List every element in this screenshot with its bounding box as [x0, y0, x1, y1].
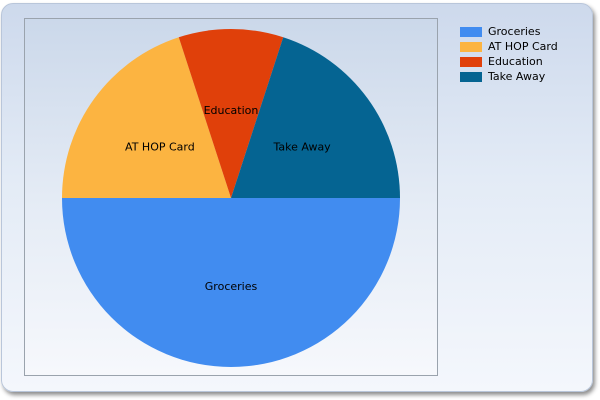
pie-slice-groceries [62, 198, 400, 367]
legend-item-education: Education [460, 54, 558, 69]
pie-slice-education [178, 29, 284, 199]
pie-slices [62, 29, 400, 367]
legend-item-groceries: Groceries [460, 24, 558, 39]
legend-label-groceries: Groceries [488, 25, 541, 38]
legend-item-at-hop-card: AT HOP Card [460, 39, 558, 54]
pie-slice-take-away [231, 37, 400, 198]
legend-swatch-education [460, 56, 482, 67]
pie-label-at-hop-card: AT HOP Card [125, 140, 195, 153]
legend-item-take-away: Take Away [460, 69, 558, 84]
legend-label-education: Education [488, 55, 543, 68]
legend-swatch-groceries [460, 26, 482, 37]
legend-swatch-take-away [460, 71, 482, 82]
pie-label-groceries: Groceries [205, 280, 258, 293]
legend-swatch-at-hop-card [460, 41, 482, 52]
legend: Groceries AT HOP Card Education Take Awa… [460, 24, 558, 84]
pie-label-education: Education [204, 104, 259, 117]
pie-label-take-away: Take Away [272, 140, 331, 153]
pie-slice-at-hop-card [62, 37, 231, 198]
pie-labels: Groceries AT HOP Card Education Take Away [125, 104, 331, 293]
legend-label-take-away: Take Away [488, 70, 546, 83]
legend-label-at-hop-card: AT HOP Card [488, 40, 558, 53]
